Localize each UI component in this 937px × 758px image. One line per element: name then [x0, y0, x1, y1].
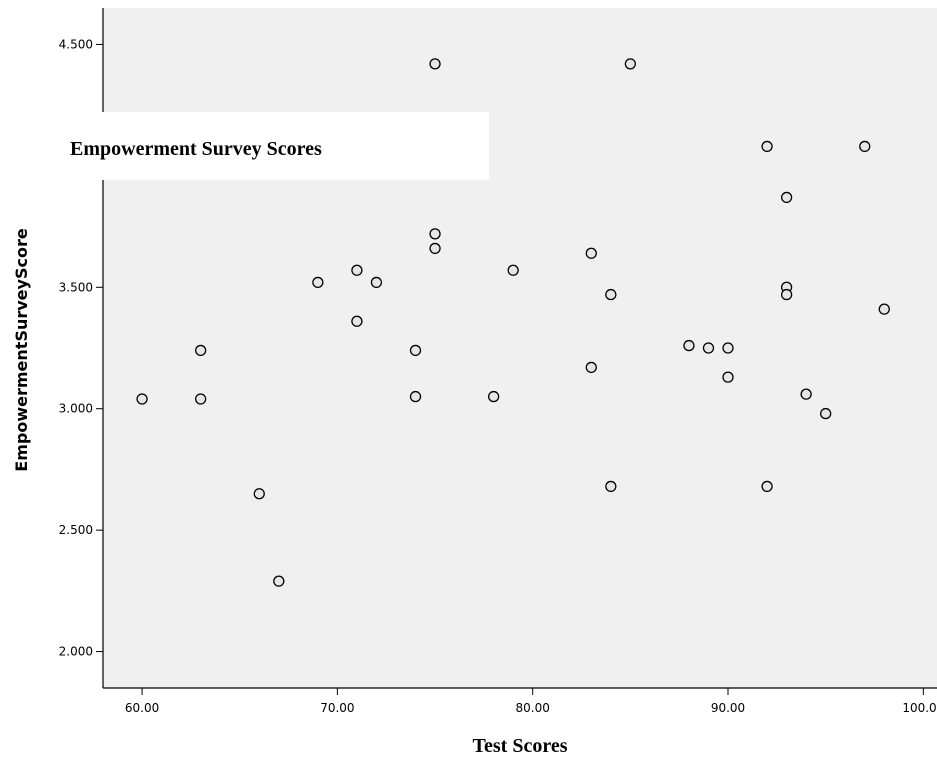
data-point [624, 58, 637, 70]
data-point [136, 393, 148, 405]
data-point [585, 361, 597, 374]
data-point [878, 303, 890, 315]
y-axis-title: EmpowermentSurveyScore [12, 228, 31, 472]
data-point [859, 140, 871, 153]
data-point [605, 288, 617, 301]
data-point [351, 315, 363, 327]
data-point [820, 407, 832, 420]
data-point [780, 191, 793, 204]
data-point [312, 276, 324, 289]
data-point [409, 390, 422, 403]
data-point [429, 242, 441, 255]
y-tick-label: 2.500 [59, 523, 93, 537]
x-axis-ticks: 60.00 70.00 80.00 90.00 100.00 [125, 688, 937, 715]
data-points [136, 58, 890, 587]
data-point [253, 488, 265, 500]
data-point [722, 342, 734, 354]
data-point [722, 371, 734, 383]
x-tick-label: 70.00 [320, 701, 354, 715]
data-point [800, 388, 812, 400]
data-point [273, 575, 285, 587]
data-point [195, 393, 207, 405]
data-point [702, 342, 715, 354]
data-point [351, 264, 363, 276]
data-point [507, 264, 519, 276]
data-point [487, 390, 500, 403]
x-tick-label: 90.00 [711, 701, 745, 715]
data-point [683, 339, 695, 352]
data-point [429, 58, 441, 70]
annotation-box [62, 112, 489, 180]
y-tick-label: 3.500 [59, 280, 93, 294]
data-point [409, 344, 422, 357]
annotation-label: Empowerment Survey Scores [70, 138, 322, 160]
y-axis-ticks: 2.000 2.500 3.000 3.500 4.500 [59, 37, 103, 659]
data-point [429, 228, 441, 240]
data-point [585, 247, 597, 259]
y-tick-label: 4.500 [59, 37, 93, 51]
y-tick-label: 2.000 [59, 645, 93, 659]
data-point [780, 288, 793, 301]
data-point [370, 276, 383, 289]
data-point [605, 480, 617, 493]
data-point [761, 480, 773, 493]
data-point [761, 140, 773, 153]
x-tick-label: 80.00 [516, 701, 550, 715]
data-point [195, 344, 207, 357]
x-axis-title: Test Scores [473, 735, 568, 757]
x-tick-label: 100.00 [902, 701, 937, 715]
plot-area [103, 8, 937, 688]
x-tick-label: 60.00 [125, 701, 159, 715]
y-tick-label: 3.000 [59, 402, 93, 416]
